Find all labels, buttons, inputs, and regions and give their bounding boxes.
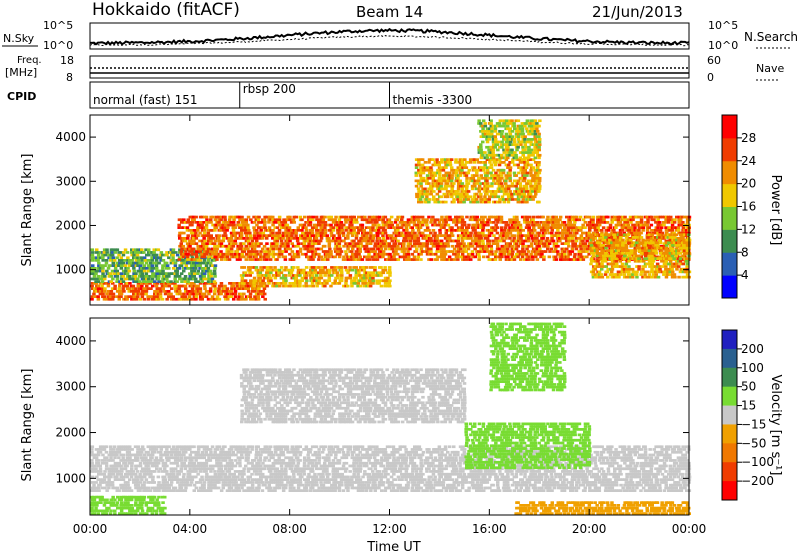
nave-label: Nave [756, 62, 784, 75]
y-tick-label: 2000 [55, 218, 86, 232]
data-region [477, 119, 542, 160]
velocity-ylabel: Slant Range [km] [20, 369, 35, 482]
colorbar-tick-label: −15 [741, 417, 766, 431]
xlabel: Time UT [366, 540, 420, 554]
colorbar-tick-label: −50 [741, 436, 766, 450]
colorbar-swatch [722, 462, 737, 482]
data-region [514, 501, 691, 515]
cpid-segment-label: normal (fast) 151 [93, 93, 197, 107]
x-tick-label: 04:00 [173, 522, 208, 536]
y-tick-label: 1000 [55, 263, 86, 277]
x-tick-label: 20:00 [572, 522, 607, 536]
nave-tick-low: 0 [707, 71, 714, 84]
colorbar-swatch [722, 183, 737, 207]
colorbar-swatch [722, 481, 737, 501]
freq-tick-high: 18 [60, 54, 74, 67]
colorbar-frame [721, 329, 738, 501]
data-region [414, 158, 542, 204]
nsearch-tick-low: 10^0 [708, 39, 738, 52]
colorbar-tick-label: 4 [741, 268, 749, 282]
x-tick-label: 16:00 [472, 522, 507, 536]
date-title: 21/Jun/2013 [592, 3, 683, 21]
velocity-colorbar: 200 100 50 15 −15 −50 −100 −200 [721, 329, 774, 501]
cpid-strip: normal (fast) 151 rbsp 200 themis -3300 [89, 81, 690, 109]
nave-tick-high: 60 [707, 54, 721, 67]
nsky-tick-high: 10^5 [43, 19, 73, 32]
colorbar-tick-label: 15 [741, 399, 756, 413]
y-tick-label: 1000 [55, 471, 86, 485]
power-colorbar: 4 8 12 16 20 24 28 [721, 114, 756, 299]
y-tick-label: 2000 [55, 426, 86, 440]
y-tick-label: 4000 [55, 130, 86, 144]
colorbar-swatch [722, 229, 737, 253]
data-region [177, 215, 692, 261]
colorbar-swatch [722, 424, 737, 444]
nsky-strip [89, 22, 690, 50]
colorbar-tick-label: −100 [741, 455, 774, 469]
colorbar-tick-label: 12 [741, 222, 756, 236]
nsky-label: N.Sky [3, 32, 35, 45]
x-tick-label: 08:00 [272, 522, 307, 536]
freq-label: Freq. [17, 55, 42, 66]
x-tick-label: 00:00 [672, 522, 707, 536]
freq-tick-low: 8 [66, 71, 73, 84]
beam-title: Beam 14 [356, 3, 423, 21]
cpid-segment-label: rbsp 200 [243, 82, 296, 96]
freq-strip [89, 55, 690, 79]
colorbar-tick-label: 16 [741, 200, 756, 214]
nsky-tick-low: 10^0 [43, 39, 73, 52]
power-colorbar-label: Power [dB] [768, 175, 783, 246]
colorbar-tick-label: 200 [741, 342, 764, 356]
y-tick-label: 3000 [55, 380, 86, 394]
colorbar-swatch [722, 367, 737, 388]
colorbar-swatch [722, 348, 737, 369]
colorbar-tick-label: 8 [741, 245, 749, 259]
colorbar-swatch [722, 275, 737, 299]
data-region [239, 266, 392, 288]
colorbar-swatch [722, 160, 737, 185]
nsearch-tick-high: 10^5 [708, 19, 738, 32]
colorbar-swatch [722, 330, 737, 350]
nsearch-curve [89, 35, 690, 47]
colorbar-swatch [722, 115, 737, 139]
colorbar-swatch [722, 252, 737, 276]
velocity-colorbar-label: Velocity [m s⁻¹] [768, 375, 783, 476]
colorbar-tick-label: −200 [741, 474, 774, 488]
cpid-label: CPID [7, 90, 36, 103]
data-region [464, 422, 592, 470]
data-region [90, 445, 692, 492]
freq-unit: [MHz] [5, 66, 37, 79]
x-tick-label: 12:00 [372, 522, 407, 536]
colorbar-tick-label: 100 [741, 361, 764, 375]
power-panel: 1000 2000 3000 4000 [55, 114, 692, 306]
y-tick-label: 4000 [55, 334, 86, 348]
colorbar-tick-label: 50 [741, 380, 756, 394]
colorbar-tick-label: 28 [741, 131, 756, 145]
nsky-curve [89, 27, 690, 46]
data-region [489, 322, 567, 392]
colorbar-swatch [722, 206, 737, 230]
y-tick-label: 3000 [55, 174, 86, 188]
colorbar-tick-label: 24 [741, 154, 756, 168]
colorbar-tick-label: 20 [741, 177, 756, 191]
colorbar-swatch [722, 443, 737, 463]
data-region [90, 495, 167, 515]
colorbar-swatch [722, 137, 737, 162]
station-title: Hokkaido (fitACF) [92, 0, 240, 20]
nsearch-label: N.Search [744, 30, 798, 44]
colorbar-swatch [722, 386, 737, 407]
cpid-segment-label: themis -3300 [393, 93, 473, 107]
data-region [239, 368, 467, 424]
velocity-panel: 1000 2000 3000 4000 00:00 04:00 08:00 12:00 16:0… [55, 317, 707, 536]
x-tick-label: 00:00 [73, 522, 108, 536]
colorbar-swatch [722, 405, 737, 425]
power-ylabel: Slant Range [km] [20, 154, 35, 267]
